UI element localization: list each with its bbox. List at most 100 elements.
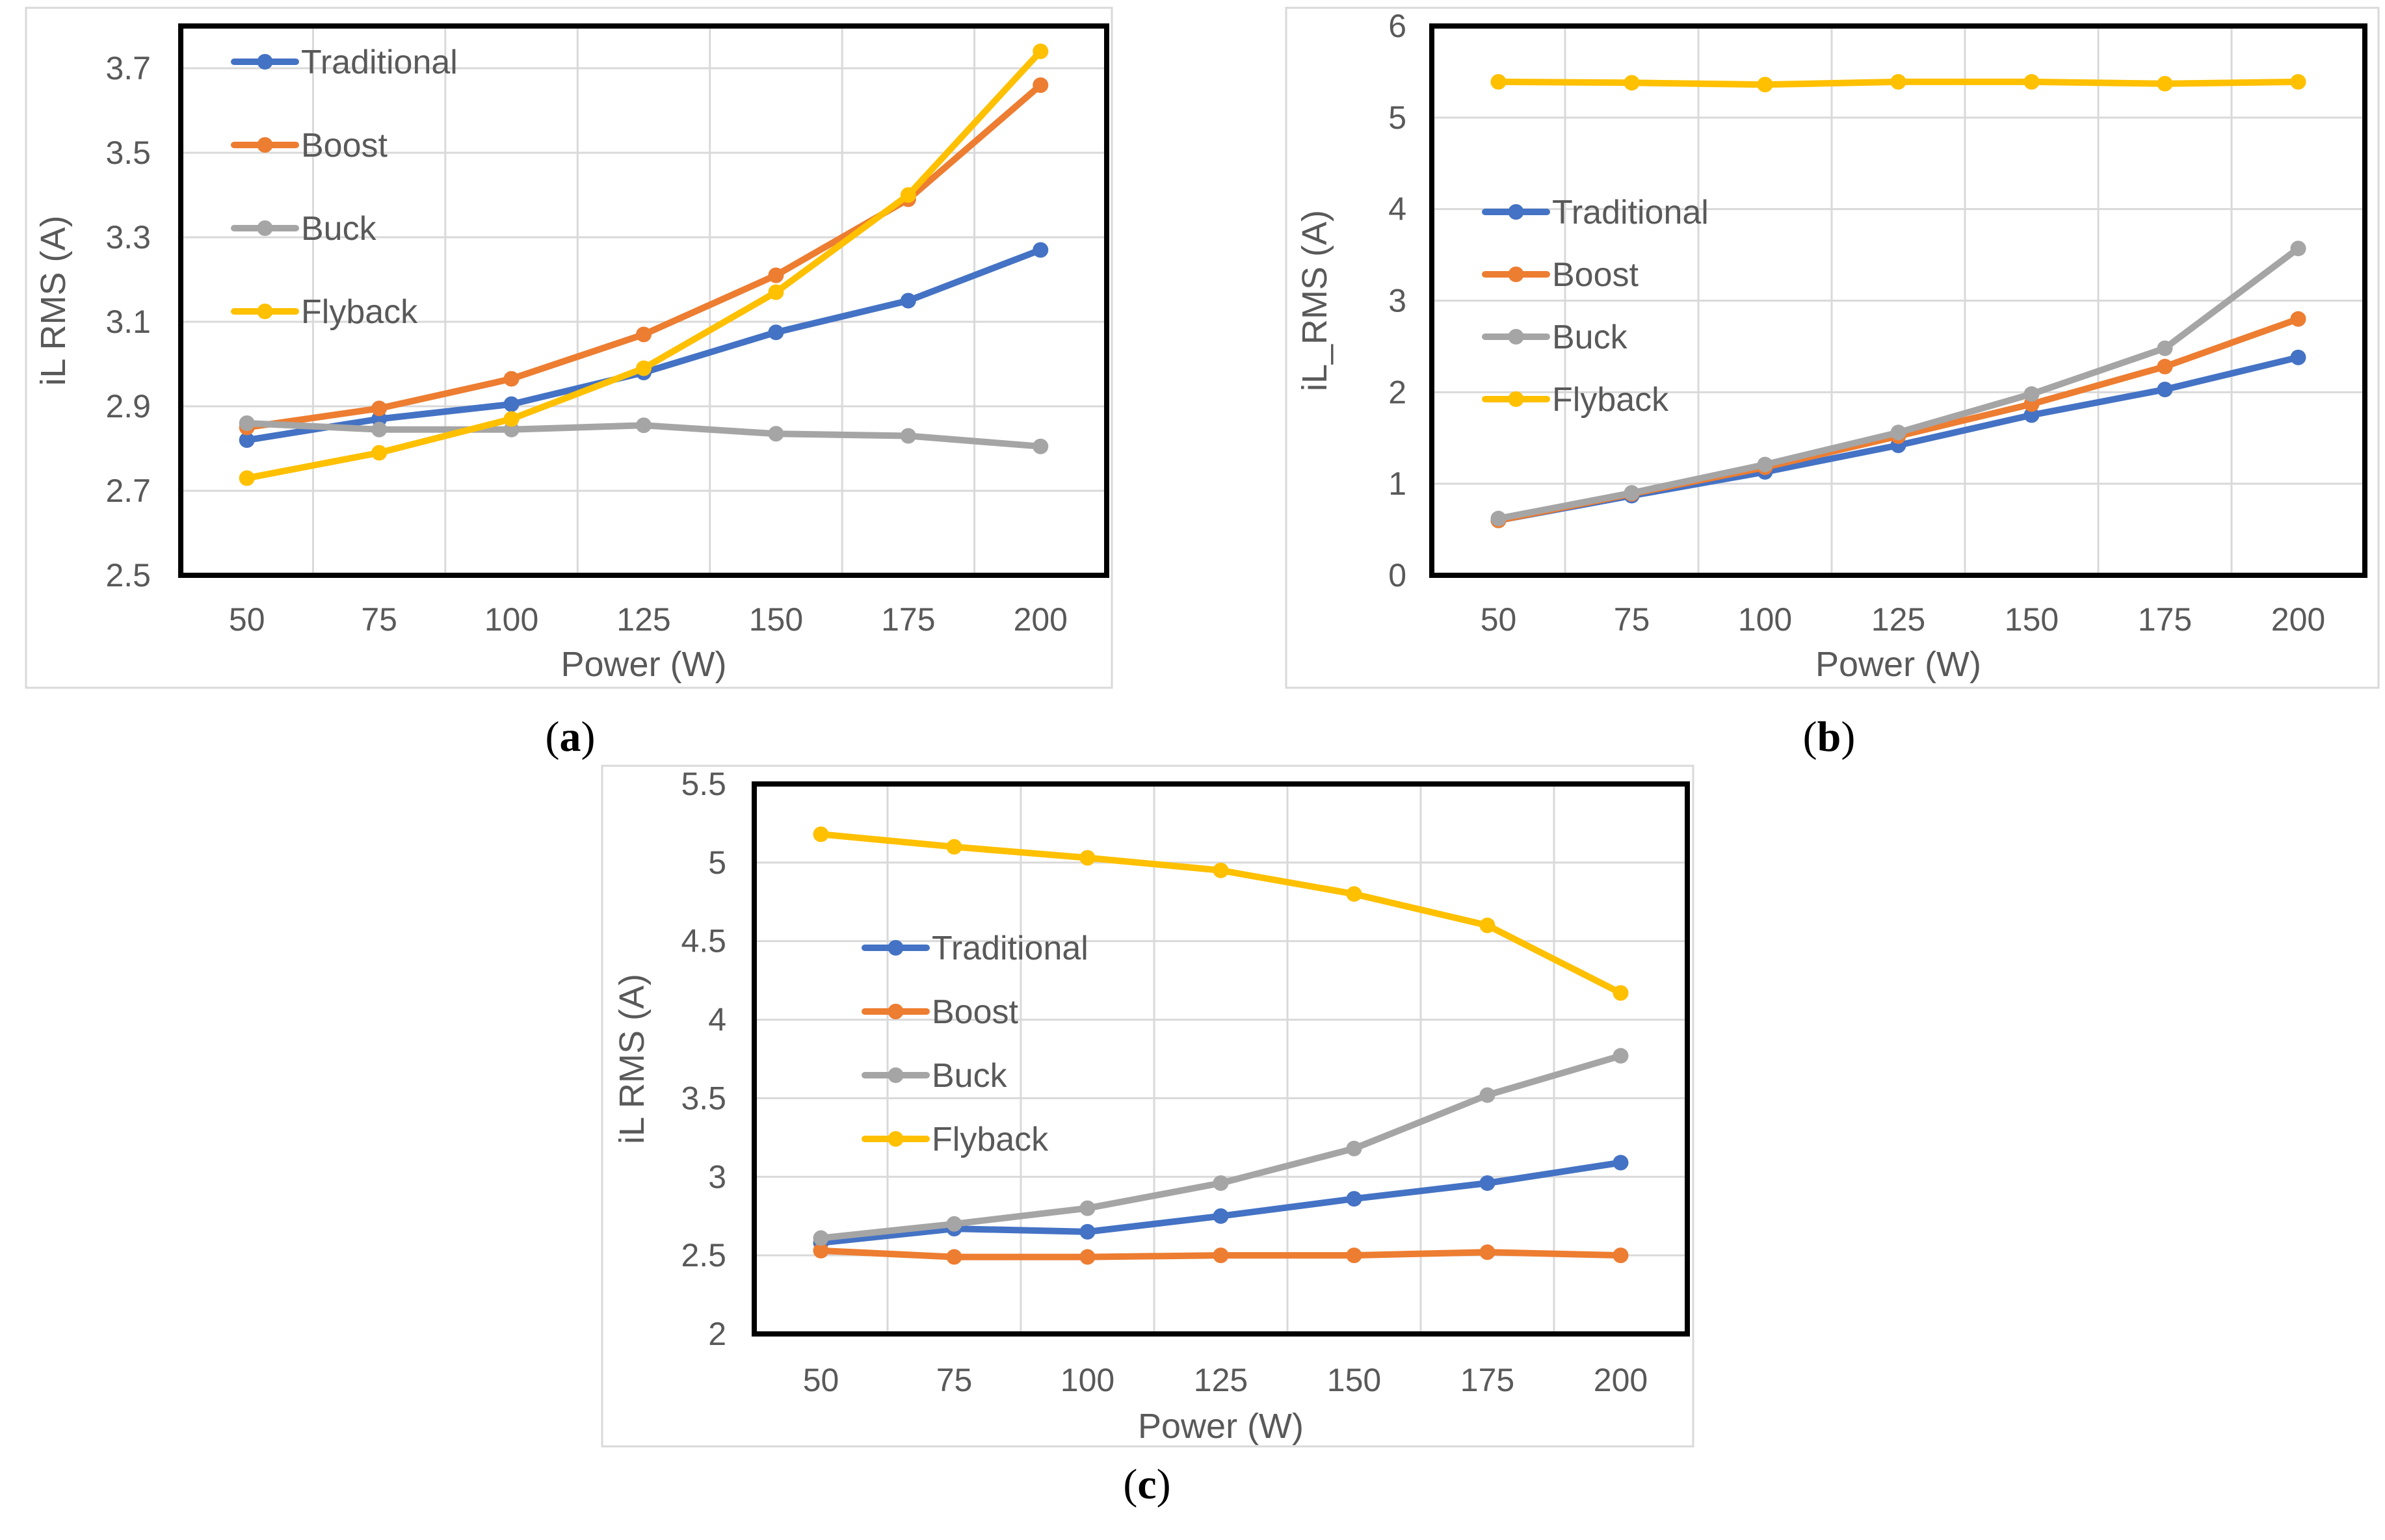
data-point-boost: [1033, 77, 1049, 93]
data-point-flyback: [1890, 73, 1906, 90]
data-point-boost: [1079, 1249, 1096, 1265]
legend-label-boost: Boost: [1552, 256, 1639, 294]
legend-marker-boost: [888, 1004, 904, 1019]
x-tick-label: 175: [2138, 601, 2192, 638]
data-point-boost: [2290, 311, 2306, 327]
y-tick-label: 1: [1388, 465, 1406, 502]
data-point-boost: [371, 400, 388, 417]
caption-letter: b: [1817, 713, 1841, 761]
x-tick-label: 175: [881, 601, 935, 638]
legend-label-flyback: Flyback: [932, 1121, 1049, 1158]
data-point-buck: [1079, 1200, 1096, 1216]
legend: Traditional Boost Buck Flyback: [231, 44, 458, 331]
legend-marker-buck: [1508, 329, 1524, 345]
data-point-boost: [636, 326, 652, 343]
legend-marker-buck: [888, 1067, 904, 1083]
data-point-flyback: [1079, 850, 1096, 866]
data-point-traditional: [503, 396, 520, 412]
data-point-buck: [1033, 438, 1049, 454]
data-point-traditional: [1613, 1155, 1629, 1171]
data-point-traditional: [768, 324, 784, 341]
data-point-flyback: [2023, 73, 2040, 90]
data-point-flyback: [1479, 917, 1496, 933]
x-tick-label: 200: [1594, 1362, 1648, 1398]
y-tick-label: 2.9: [105, 388, 151, 424]
data-point-buck: [813, 1230, 829, 1246]
caption-close-paren: ): [1841, 713, 1855, 761]
data-point-flyback: [2290, 73, 2306, 90]
y-axis-title: iL RMS (A): [34, 215, 73, 385]
data-point-flyback: [636, 360, 652, 376]
y-tick-label: 3.7: [105, 50, 151, 86]
legend: Traditional Boost Buck Flyback: [862, 930, 1088, 1158]
x-tick-label: 75: [936, 1362, 973, 1398]
caption-letter: c: [1137, 1461, 1156, 1508]
data-point-flyback: [946, 839, 962, 855]
y-tick-label: 2: [1388, 374, 1406, 410]
y-axis-title: iL_RMS (A): [1295, 210, 1334, 391]
x-tick-label: 50: [1481, 601, 1517, 638]
y-tick-label: 4: [1388, 191, 1406, 228]
y-tick-label: 4: [708, 1002, 726, 1038]
data-point-traditional: [1079, 1223, 1096, 1240]
data-point-flyback: [239, 470, 255, 486]
data-point-buck: [900, 428, 916, 444]
plot-area-border: [1429, 23, 2367, 578]
x-tick-label: 50: [229, 601, 265, 638]
y-tick-label: 3.5: [681, 1080, 726, 1116]
legend-marker-traditional: [257, 54, 273, 70]
data-point-boost: [1479, 1244, 1496, 1260]
data-point-buck: [1213, 1175, 1229, 1191]
data-point-boost: [1346, 1247, 1362, 1264]
data-point-flyback: [900, 187, 916, 203]
plot-area-border: [178, 23, 1109, 578]
x-tick-label: 200: [2271, 601, 2325, 638]
y-tick-label: 3.5: [105, 135, 151, 171]
x-tick-label: 100: [484, 601, 538, 638]
data-point-buck: [1479, 1087, 1496, 1103]
data-point-traditional: [1479, 1175, 1496, 1191]
data-point-buck: [2290, 241, 2306, 257]
data-point-flyback: [1613, 985, 1629, 1001]
data-point-boost: [813, 1242, 829, 1259]
chart-panel-a: 2.5 2.7 2.9 3.1 3.3 3.5 3.7 50 75 100 125 150 175 200…: [25, 7, 1113, 761]
chart-panel-c: 2 2.5 3 3.5 4 4.5 5 5.5 50 75 100 125 150 175 200 Power…: [601, 764, 1694, 1508]
legend-label-traditional: Traditional: [932, 930, 1088, 967]
y-tick-label: 2: [708, 1316, 726, 1352]
x-tick-label: 100: [1061, 1362, 1114, 1398]
data-point-buck: [371, 421, 388, 437]
legend-marker-flyback: [257, 304, 273, 319]
data-point-traditional: [1346, 1191, 1362, 1207]
data-point-flyback: [1033, 44, 1049, 59]
data-point-flyback: [1757, 77, 1773, 93]
y-tick-label: 6: [1388, 8, 1406, 44]
data-point-traditional: [1213, 1208, 1229, 1224]
x-tick-label: 100: [1738, 601, 1792, 638]
legend-label-buck: Buck: [301, 210, 377, 248]
y-tick-label: 5.5: [681, 766, 726, 802]
x-axis-title: Power (W): [561, 645, 727, 684]
data-point-flyback: [1346, 886, 1362, 902]
data-point-buck: [1490, 510, 1507, 527]
data-point-buck: [1757, 456, 1773, 473]
y-axis-title: iL RMS (A): [613, 974, 652, 1144]
y-tick-label: 2.7: [105, 473, 151, 509]
chart-frame: [601, 764, 1694, 1448]
legend-label-boost: Boost: [301, 127, 388, 164]
data-point-flyback: [1490, 73, 1507, 90]
y-tick-label: 0: [1388, 557, 1406, 594]
legend-marker-buck: [257, 220, 273, 236]
y-tick-label: 2.5: [105, 557, 151, 594]
y-tick-label: 5: [708, 844, 726, 881]
x-tick-label: 75: [1614, 601, 1650, 638]
x-tick-label: 150: [2005, 601, 2059, 638]
data-point-buck: [2023, 386, 2040, 402]
legend-marker-boost: [257, 137, 273, 153]
data-point-boost: [2157, 358, 2173, 374]
data-point-buck: [1613, 1048, 1629, 1064]
legend-marker-traditional: [1508, 204, 1524, 220]
data-point-boost: [503, 371, 520, 387]
legend-label-flyback: Flyback: [1552, 381, 1669, 419]
x-axis-title: Power (W): [1138, 1407, 1304, 1446]
x-tick-label: 200: [1014, 601, 1068, 638]
